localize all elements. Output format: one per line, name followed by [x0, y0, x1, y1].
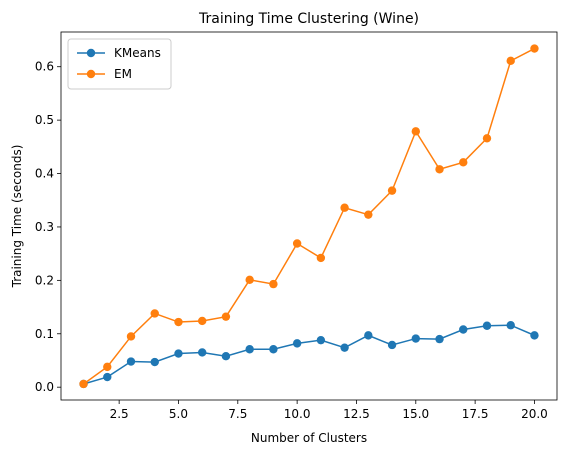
data-point-em [174, 317, 183, 327]
data-point-em [150, 309, 159, 318]
y-tick-label: 0.3 [35, 220, 54, 234]
x-tick-label: 20.0 [521, 407, 548, 421]
y-tick-label: 0.1 [35, 327, 54, 341]
data-point-kmeans [387, 340, 397, 350]
data-point-em [340, 203, 349, 212]
legend-label-kmeans: KMeans [114, 46, 161, 60]
x-tick-label: 12.5 [343, 407, 370, 421]
plot-area: 2.5 5.0 7.5 10.0 12.5 15.0 17.5 20.0 0.00.10.20… [35, 31, 558, 421]
data-point-kmeans [174, 349, 183, 358]
data-point-kmeans [530, 331, 539, 340]
data-point-kmeans [292, 339, 302, 348]
y-tick-label: 0.0 [35, 380, 54, 394]
legend: KMeans EM [67, 38, 172, 90]
x-tick-label: 15.0 [402, 407, 429, 421]
data-point-em [269, 279, 278, 289]
series-line-kmeans [83, 324, 535, 385]
data-point-em [292, 239, 302, 248]
y-tick-label: 0.5 [35, 113, 54, 127]
data-point-kmeans [411, 334, 420, 343]
data-point-em [459, 158, 468, 167]
x-tick-label: 2.5 [110, 407, 129, 421]
y-tick-label: 0.2 [35, 273, 54, 287]
legend-label-em: EM [114, 67, 132, 81]
data-point-em [506, 56, 515, 66]
x-axis-ticks: 2.5 5.0 7.5 10.0 12.5 15.0 17.5 20.0 [110, 400, 548, 421]
data-point-kmeans [340, 343, 349, 352]
data-point-em [482, 134, 492, 143]
data-point-em [316, 253, 326, 263]
data-point-em [198, 316, 207, 326]
data-point-kmeans [269, 345, 278, 354]
data-point-kmeans [364, 331, 373, 340]
x-tick-label: 7.5 [228, 407, 247, 421]
data-point-em [245, 275, 254, 285]
data-point-em [435, 165, 444, 174]
data-point-kmeans [103, 372, 112, 382]
y-tick-label: 0.4 [35, 167, 54, 181]
y-tick-label: 0.6 [35, 60, 54, 74]
data-point-kmeans [435, 334, 444, 344]
data-point-em [103, 362, 112, 372]
data-point-em [221, 312, 231, 321]
data-point-kmeans [482, 321, 492, 330]
data-point-em [411, 127, 420, 136]
x-tick-label: 5.0 [169, 407, 188, 421]
data-point-kmeans [316, 335, 326, 345]
data-point-em [387, 186, 397, 195]
data-point-em [126, 332, 136, 341]
x-tick-label: 17.5 [462, 407, 489, 421]
y-axis-label: Training Time (seconds) [10, 145, 24, 289]
data-point-kmeans [459, 325, 468, 334]
axes-frame [60, 31, 558, 401]
series-em [79, 44, 539, 389]
series-layer [79, 44, 539, 389]
x-axis-label: Number of Clusters [251, 431, 367, 445]
data-point-kmeans [506, 321, 515, 330]
data-point-em [530, 44, 539, 53]
legend-marker-kmeans [86, 48, 96, 58]
y-axis-ticks: 0.0 0.1 0.2 0.3 0.4 0.5 0.6 [35, 60, 61, 394]
data-point-kmeans [198, 348, 207, 357]
data-point-kmeans [221, 352, 231, 361]
data-point-kmeans [245, 345, 254, 354]
chart-title: Training Time Clustering (Wine) [198, 11, 419, 27]
data-point-kmeans [150, 357, 159, 367]
data-point-kmeans [126, 357, 136, 366]
data-point-em [364, 210, 373, 219]
legend-marker-em [86, 69, 96, 79]
x-tick-label: 10.0 [284, 407, 311, 421]
data-point-em [79, 379, 88, 389]
